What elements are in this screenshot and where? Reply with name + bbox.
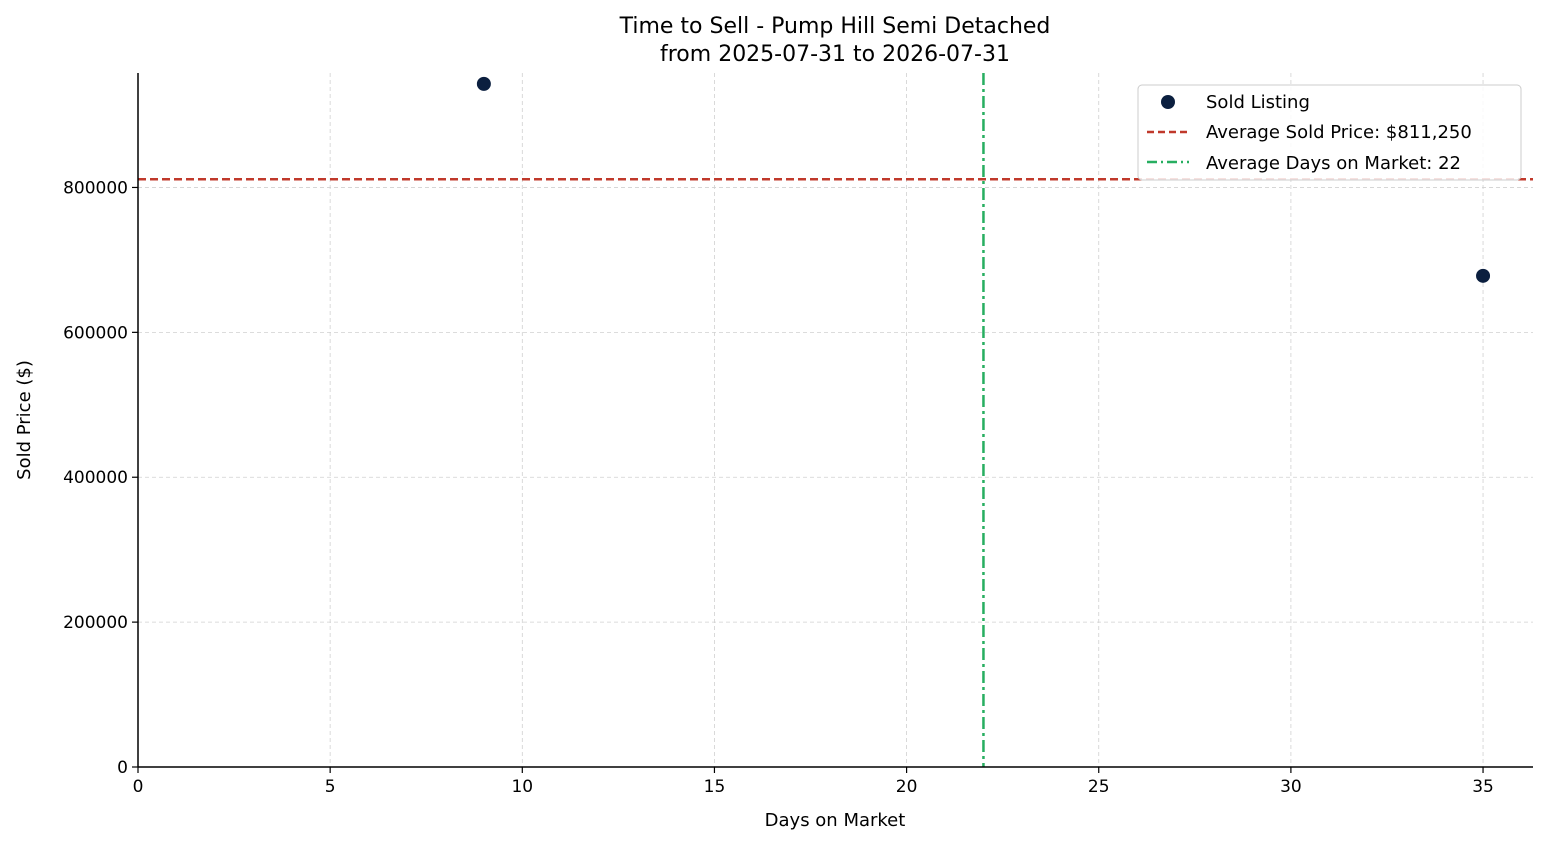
y-tick-label: 200000 [63,613,128,633]
x-tick-label: 25 [1088,777,1110,797]
legend-box [1137,84,1522,181]
x-tick-label: 10 [511,777,533,797]
x-tick-label: 15 [704,777,726,797]
y-tick-label: 600000 [63,323,128,343]
scatter-point [476,76,491,91]
y-axis-label: Sold Price ($) [14,360,35,480]
grid-lines [138,73,1533,767]
data-points [476,76,1491,283]
axes [137,73,1533,768]
x-tick-label: 5 [325,777,336,797]
legend: Sold Listing Average Sold Price: $811,25… [1137,84,1522,181]
legend-label-average-days: Average Days on Market: 22 [1206,153,1461,174]
x-tick-label: 20 [896,777,918,797]
y-tick-label: 0 [117,758,128,778]
scatter-point [1476,268,1491,283]
y-tick-label: 400000 [63,468,128,488]
x-tick-label: 35 [1472,777,1494,797]
x-axis-label: Days on Market [765,810,906,831]
legend-label-average-price: Average Sold Price: $811,250 [1206,122,1472,143]
chart-title: Time to Sell - Pump Hill Semi Detached [619,14,1051,39]
legend-label-sold-listing: Sold Listing [1206,92,1310,113]
chart-subtitle: from 2025-07-31 to 2026-07-31 [660,42,1010,67]
legend-marker-sold-listing [1161,95,1175,109]
x-tick-label: 30 [1280,777,1302,797]
x-tick-label: 0 [133,777,144,797]
reference-lines [138,73,1533,767]
ticks: 0 5 10 15 20 25 30 35 0 200000 400000 600000 800000 [63,178,1494,797]
y-tick-label: 800000 [63,178,128,198]
